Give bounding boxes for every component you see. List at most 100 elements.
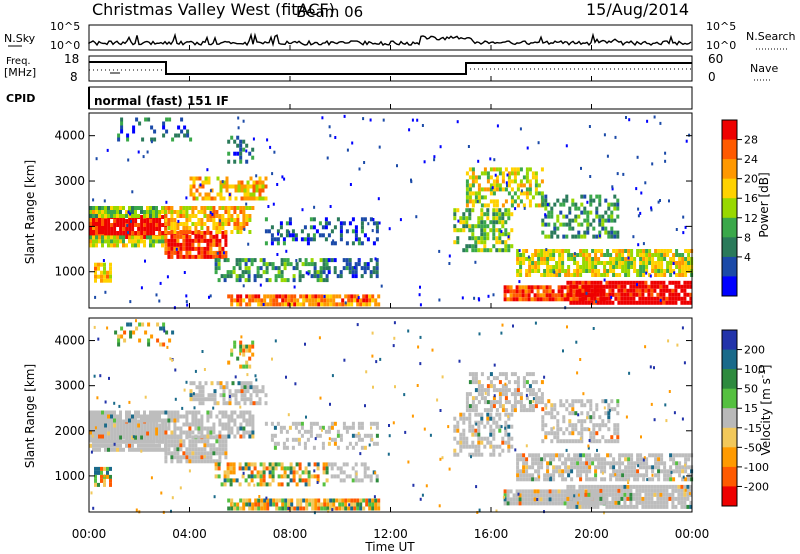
heatmap-cell [519, 473, 523, 478]
heatmap-cell [550, 439, 554, 444]
heatmap-cell [614, 488, 618, 493]
heatmap-cell [498, 444, 502, 449]
heatmap-cell [504, 392, 508, 397]
heatmap-cell [98, 226, 101, 230]
heatmap-cell [185, 447, 189, 452]
heatmap-cell [278, 506, 282, 511]
heatmap-cell [642, 477, 646, 482]
heatmap-cell [534, 179, 538, 184]
heatmap-cell [419, 335, 422, 339]
heatmap-cell [531, 457, 535, 462]
heatmap-cell [500, 425, 503, 429]
heatmap-cell [565, 144, 568, 148]
heatmap-cell [516, 400, 520, 405]
heatmap-cell [580, 403, 584, 408]
heatmap-cell [483, 232, 487, 237]
heatmap-cell [89, 210, 92, 214]
heatmap-cell [671, 288, 675, 293]
heatmap-cell [230, 218, 234, 222]
heatmap-cell [228, 389, 232, 394]
heatmap-cell [227, 139, 231, 144]
heatmap-cell [547, 411, 551, 416]
heatmap-cell [558, 465, 562, 470]
heatmap-cell [122, 206, 125, 210]
heatmap-cell [601, 218, 605, 223]
heatmap-cell [534, 265, 538, 269]
noise-left-tick-top: 10^5 [50, 20, 80, 33]
heatmap-cell [224, 254, 228, 259]
heatmap-cell [347, 506, 351, 511]
heatmap-cell [152, 206, 155, 210]
heatmap-cell [468, 167, 472, 172]
heatmap-cell [549, 476, 552, 480]
heatmap-cell [110, 231, 114, 235]
heatmap-cell [462, 220, 466, 225]
heatmap-cell [480, 440, 484, 445]
heatmap-cell [528, 384, 532, 389]
heatmap-cell [648, 453, 652, 458]
heatmap-cell [589, 198, 593, 203]
heatmap-cell [591, 261, 595, 265]
heatmap-cell [313, 462, 317, 467]
heatmap-cell [123, 338, 127, 343]
heatmap-cell [249, 184, 253, 189]
heatmap-cell [229, 270, 233, 275]
heatmap-cell [227, 206, 231, 210]
heatmap-cell [689, 292, 693, 297]
heatmap-cell [203, 426, 207, 431]
heatmap-cell [683, 296, 687, 301]
heatmap-cell [536, 501, 540, 506]
heatmap-cell [268, 466, 272, 471]
heatmap-cell [365, 502, 369, 507]
heatmap-cell [599, 484, 603, 489]
heatmap-cell [664, 159, 667, 163]
heatmap-cell [624, 477, 628, 482]
heatmap-cell [232, 470, 236, 475]
heatmap-cell [236, 356, 240, 361]
heatmap-cell [602, 496, 606, 501]
heatmap-cell [638, 288, 642, 293]
heatmap-cell [298, 462, 302, 467]
heatmap-cell [263, 294, 267, 299]
heatmap-cell [122, 219, 126, 223]
heatmap-cell [250, 470, 254, 475]
heatmap-cell [507, 175, 511, 180]
heatmap-cell [669, 453, 673, 458]
heatmap-cell [581, 488, 585, 493]
heatmap-cell [558, 269, 562, 273]
heatmap-cell [341, 302, 345, 307]
heatmap-cell [233, 422, 237, 427]
heatmap-cell [125, 443, 128, 448]
heatmap-cell [363, 161, 366, 164]
heatmap-cell [243, 401, 247, 406]
heatmap-cell [276, 441, 280, 446]
heatmap-cell [131, 223, 135, 227]
heatmap-cell [495, 248, 499, 253]
heatmap-cell [119, 431, 123, 436]
heatmap-cell [504, 167, 508, 172]
heatmap-cell [681, 253, 685, 257]
heatmap-cell [626, 496, 630, 501]
heatmap-cell [173, 222, 177, 226]
heatmap-cell [519, 183, 523, 188]
heatmap-cell [441, 375, 444, 379]
heatmap-cell [680, 288, 684, 293]
heatmap-cell [562, 198, 566, 203]
heatmap-cell [227, 422, 231, 427]
heatmap-cell [313, 274, 317, 279]
heatmap-cell [375, 266, 379, 271]
heatmap-cell [313, 270, 317, 275]
heatmap-cell [621, 477, 625, 482]
heatmap-cell [228, 184, 232, 189]
heatmap-cell [678, 265, 682, 269]
heatmap-cell [127, 158, 130, 162]
heatmap-cell [140, 210, 143, 214]
heatmap-cell [364, 404, 366, 408]
heatmap-cell [342, 425, 346, 430]
heatmap-cell [663, 273, 667, 277]
heatmap-cell [359, 506, 363, 511]
heatmap-cell [94, 295, 97, 299]
heatmap-cell [624, 453, 628, 458]
heatmap-cell [570, 469, 574, 474]
heatmap-cell [247, 466, 251, 471]
